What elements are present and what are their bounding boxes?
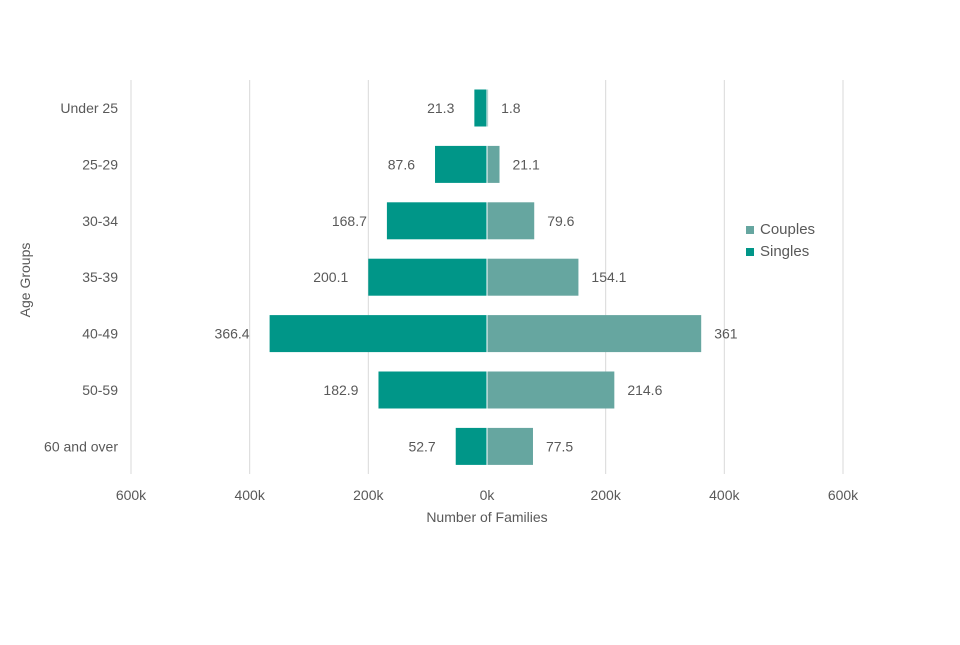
x-tick-label-3: 0k — [480, 487, 496, 503]
bar-singles-3 — [368, 258, 487, 296]
x-tick-label-5: 400k — [709, 487, 740, 503]
legend-swatch-singles — [746, 248, 754, 256]
bar-couples-0 — [487, 89, 489, 127]
data-label-singles-6: 52.7 — [408, 438, 435, 454]
legend-item-couples: Couples — [746, 219, 815, 241]
y-tick-label-4: 40-49 — [82, 326, 118, 342]
data-label-couples-3: 154.1 — [591, 269, 626, 285]
bar-singles-0 — [474, 89, 487, 127]
legend: Couples Singles — [746, 219, 815, 263]
bar-couples-6 — [487, 427, 533, 465]
data-label-singles-4: 366.4 — [215, 326, 250, 342]
y-tick-label-5: 50-59 — [82, 382, 118, 398]
data-label-couples-6: 77.5 — [546, 438, 573, 454]
bar-couples-4 — [487, 315, 702, 353]
legend-swatch-couples — [746, 226, 754, 234]
data-label-couples-1: 21.1 — [513, 156, 540, 172]
bar-singles-5 — [378, 371, 487, 409]
data-label-singles-1: 87.6 — [388, 156, 415, 172]
legend-item-singles: Singles — [746, 241, 815, 263]
legend-label-singles: Singles — [760, 243, 810, 260]
bar-couples-5 — [487, 371, 615, 409]
x-tick-label-1: 400k — [234, 487, 265, 503]
data-label-singles-5: 182.9 — [323, 382, 358, 398]
data-labels: 1.8 21.1 79.6 154.1 361 214.6 77.5 21.3 87.6 168.… — [215, 100, 738, 454]
data-label-singles-0: 21.3 — [427, 100, 454, 116]
x-tick-label-0: 600k — [116, 487, 147, 503]
y-axis-title: Age Groups — [17, 243, 33, 318]
x-tick-label-4: 200k — [590, 487, 621, 503]
bar-singles-4 — [269, 315, 487, 353]
y-tick-label-0: Under 25 — [60, 100, 118, 116]
data-label-singles-3: 200.1 — [313, 269, 348, 285]
x-tick-label-6: 600k — [828, 487, 859, 503]
y-tick-label-6: 60 and over — [44, 438, 118, 454]
bar-couples-1 — [487, 145, 500, 183]
bar-singles-6 — [455, 427, 487, 465]
x-axis-title: Number of Families — [426, 509, 547, 525]
bar-couples-3 — [487, 258, 579, 296]
bar-couples-2 — [487, 202, 535, 240]
bar-singles-2 — [386, 202, 487, 240]
data-label-couples-2: 79.6 — [547, 213, 574, 229]
data-label-singles-2: 168.7 — [332, 213, 367, 229]
bars — [269, 80, 702, 474]
axes: 600k 400k 200k 0k 200k 400k 600k Under 25 25-29 3… — [44, 100, 859, 503]
bar-singles-1 — [435, 145, 487, 183]
y-tick-label-1: 25-29 — [82, 156, 118, 172]
y-tick-label-3: 35-39 — [82, 269, 118, 285]
x-tick-label-2: 200k — [353, 487, 384, 503]
y-tick-label-2: 30-34 — [82, 213, 118, 229]
data-label-couples-4: 361 — [714, 326, 738, 342]
legend-label-couples: Couples — [760, 221, 816, 238]
data-label-couples-5: 214.6 — [627, 382, 662, 398]
data-label-couples-0: 1.8 — [501, 100, 521, 116]
